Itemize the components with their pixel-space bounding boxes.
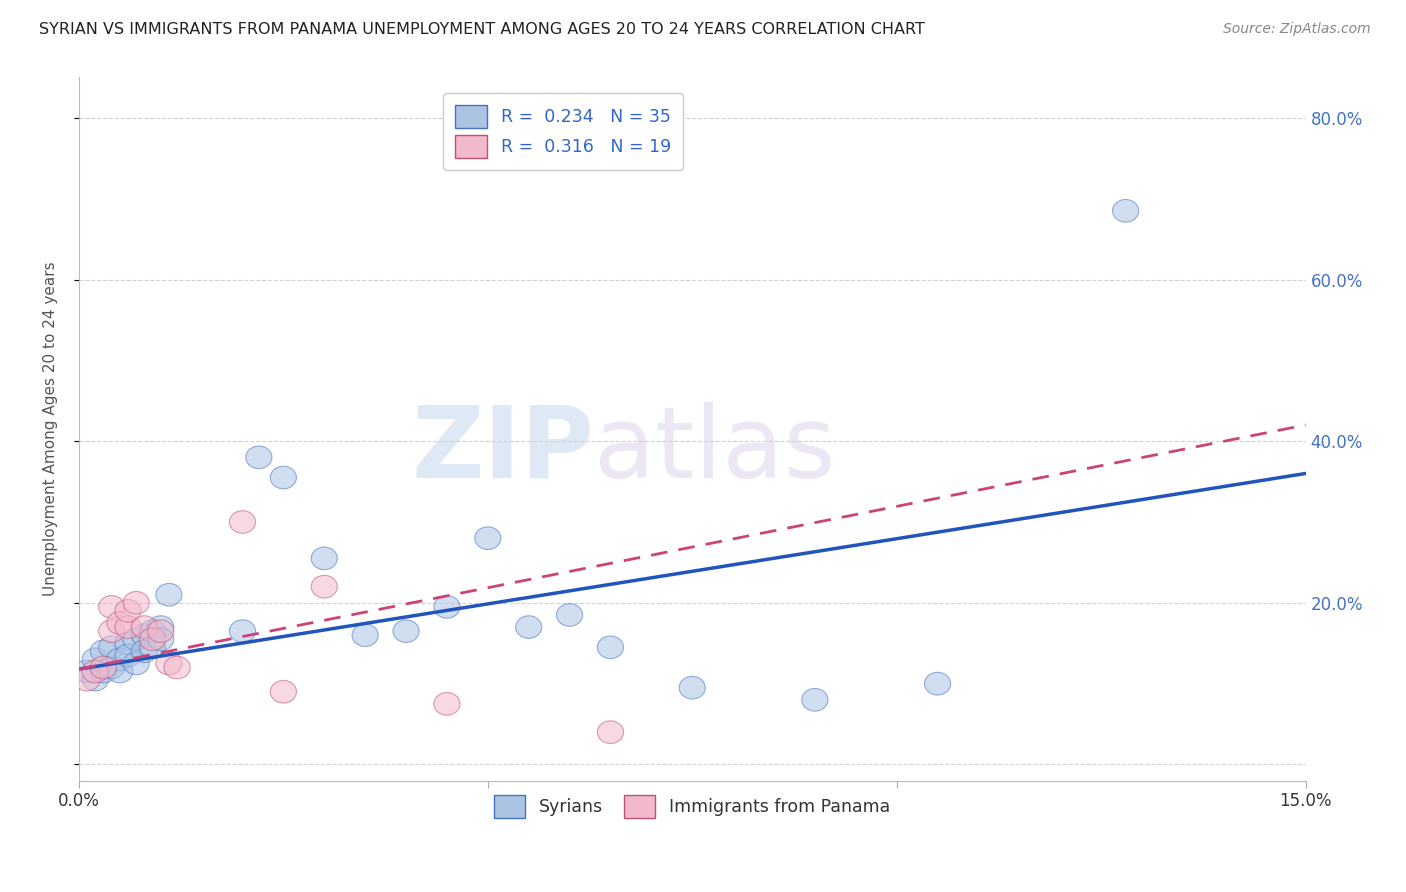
Ellipse shape xyxy=(124,591,149,614)
Ellipse shape xyxy=(1112,200,1139,222)
Ellipse shape xyxy=(434,596,460,618)
Ellipse shape xyxy=(98,636,125,658)
Ellipse shape xyxy=(475,527,501,549)
Ellipse shape xyxy=(598,721,623,743)
Ellipse shape xyxy=(156,583,181,606)
Ellipse shape xyxy=(156,652,181,674)
Ellipse shape xyxy=(246,446,271,468)
Ellipse shape xyxy=(107,648,134,671)
Ellipse shape xyxy=(148,620,174,642)
Ellipse shape xyxy=(98,596,125,618)
Ellipse shape xyxy=(124,652,149,674)
Ellipse shape xyxy=(148,615,174,639)
Ellipse shape xyxy=(90,657,117,679)
Ellipse shape xyxy=(434,692,460,715)
Ellipse shape xyxy=(679,676,706,699)
Ellipse shape xyxy=(598,636,623,658)
Text: ZIP: ZIP xyxy=(411,401,595,499)
Text: Source: ZipAtlas.com: Source: ZipAtlas.com xyxy=(1223,22,1371,37)
Ellipse shape xyxy=(115,599,141,623)
Ellipse shape xyxy=(270,681,297,703)
Ellipse shape xyxy=(139,636,166,658)
Ellipse shape xyxy=(165,657,190,679)
Ellipse shape xyxy=(516,615,541,639)
Ellipse shape xyxy=(90,660,117,683)
Ellipse shape xyxy=(229,620,256,642)
Ellipse shape xyxy=(107,612,134,634)
Ellipse shape xyxy=(270,467,297,489)
Ellipse shape xyxy=(107,660,134,683)
Ellipse shape xyxy=(557,604,582,626)
Ellipse shape xyxy=(139,620,166,642)
Ellipse shape xyxy=(131,624,157,647)
Ellipse shape xyxy=(82,648,108,671)
Ellipse shape xyxy=(98,620,125,642)
Ellipse shape xyxy=(82,668,108,691)
Ellipse shape xyxy=(139,628,166,650)
Ellipse shape xyxy=(124,628,149,650)
Ellipse shape xyxy=(115,644,141,666)
Ellipse shape xyxy=(311,575,337,598)
Ellipse shape xyxy=(131,615,157,639)
Ellipse shape xyxy=(352,624,378,647)
Text: atlas: atlas xyxy=(595,401,835,499)
Ellipse shape xyxy=(801,689,828,711)
Ellipse shape xyxy=(98,657,125,679)
Text: SYRIAN VS IMMIGRANTS FROM PANAMA UNEMPLOYMENT AMONG AGES 20 TO 24 YEARS CORRELAT: SYRIAN VS IMMIGRANTS FROM PANAMA UNEMPLO… xyxy=(39,22,925,37)
Y-axis label: Unemployment Among Ages 20 to 24 years: Unemployment Among Ages 20 to 24 years xyxy=(44,261,58,597)
Ellipse shape xyxy=(75,668,100,691)
Ellipse shape xyxy=(229,511,256,533)
Ellipse shape xyxy=(131,640,157,663)
Ellipse shape xyxy=(75,660,100,683)
Legend: Syrians, Immigrants from Panama: Syrians, Immigrants from Panama xyxy=(486,789,897,825)
Ellipse shape xyxy=(392,620,419,642)
Ellipse shape xyxy=(82,660,108,683)
Ellipse shape xyxy=(90,640,117,663)
Ellipse shape xyxy=(115,632,141,655)
Ellipse shape xyxy=(115,615,141,639)
Ellipse shape xyxy=(925,673,950,695)
Ellipse shape xyxy=(148,628,174,650)
Ellipse shape xyxy=(311,547,337,570)
